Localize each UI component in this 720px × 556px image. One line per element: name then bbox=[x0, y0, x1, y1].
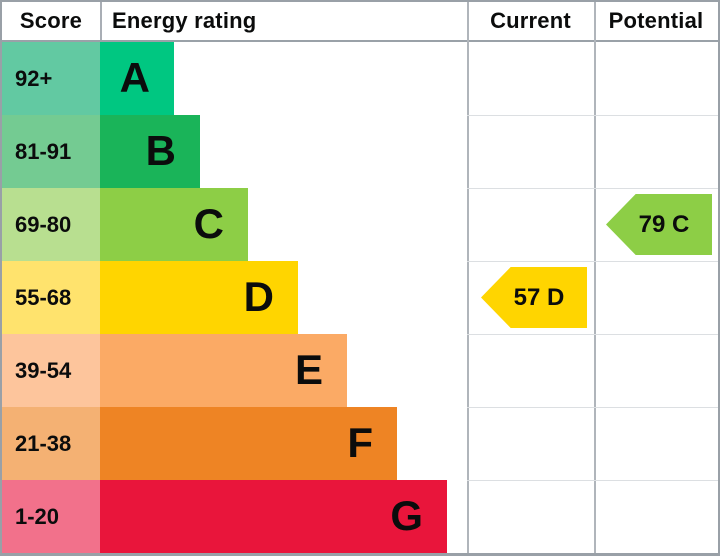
column-header-potential: Potential bbox=[608, 8, 704, 33]
band-score-range: 1-20 bbox=[2, 480, 100, 553]
row-separator bbox=[467, 115, 718, 116]
band-row-f: 21-38 F bbox=[2, 407, 718, 480]
potential-rating-label: 79 C bbox=[638, 210, 690, 238]
current-column-divider bbox=[467, 2, 469, 553]
band-bar: F bbox=[100, 407, 397, 480]
row-separator bbox=[467, 261, 718, 262]
band-score-range: 55-68 bbox=[2, 261, 100, 334]
band-letter: B bbox=[145, 126, 176, 174]
band-row-c: 69-80 C bbox=[2, 188, 718, 261]
band-bar: C bbox=[100, 188, 248, 261]
band-bar: B bbox=[100, 115, 200, 188]
band-letter: E bbox=[294, 345, 323, 393]
band-bar: D bbox=[100, 261, 298, 334]
band-score-range: 21-38 bbox=[2, 407, 100, 480]
row-separator bbox=[467, 407, 718, 408]
band-letter: C bbox=[193, 199, 224, 247]
band-bar: A bbox=[100, 42, 174, 115]
row-separator bbox=[467, 334, 718, 335]
band-bar: G bbox=[100, 480, 447, 553]
current-rating-label: 57 D bbox=[513, 283, 565, 311]
column-header-energy-rating: Energy rating bbox=[112, 8, 257, 33]
band-score-range: 81-91 bbox=[2, 115, 100, 188]
header-score-divider bbox=[100, 2, 102, 40]
potential-column-divider bbox=[594, 2, 596, 553]
band-score-range: 39-54 bbox=[2, 334, 100, 407]
potential-rating-arrow: 79 C bbox=[606, 194, 712, 255]
band-row-d: 55-68 D bbox=[2, 261, 718, 334]
band-row-a: 92+ A bbox=[2, 42, 718, 115]
band-row-e: 39-54 E bbox=[2, 334, 718, 407]
row-separator bbox=[467, 188, 718, 189]
band-letter: D bbox=[243, 272, 274, 320]
band-letter: A bbox=[119, 53, 150, 101]
band-letter: G bbox=[390, 491, 423, 539]
band-row-g: 1-20 G bbox=[2, 480, 718, 553]
header-underline bbox=[2, 40, 718, 42]
band-score-range: 92+ bbox=[2, 42, 100, 115]
column-header-current: Current bbox=[490, 8, 571, 33]
column-header-score: Score bbox=[19, 8, 83, 33]
band-letter: F bbox=[347, 418, 373, 466]
band-rows: 92+ A 81-91 B 69-80 C 55-68 D 39-54 E 21-38 F 1-20 G bbox=[2, 42, 718, 553]
band-bar: E bbox=[100, 334, 347, 407]
row-separator bbox=[467, 480, 718, 481]
band-score-range: 69-80 bbox=[2, 188, 100, 261]
band-row-b: 81-91 B bbox=[2, 115, 718, 188]
